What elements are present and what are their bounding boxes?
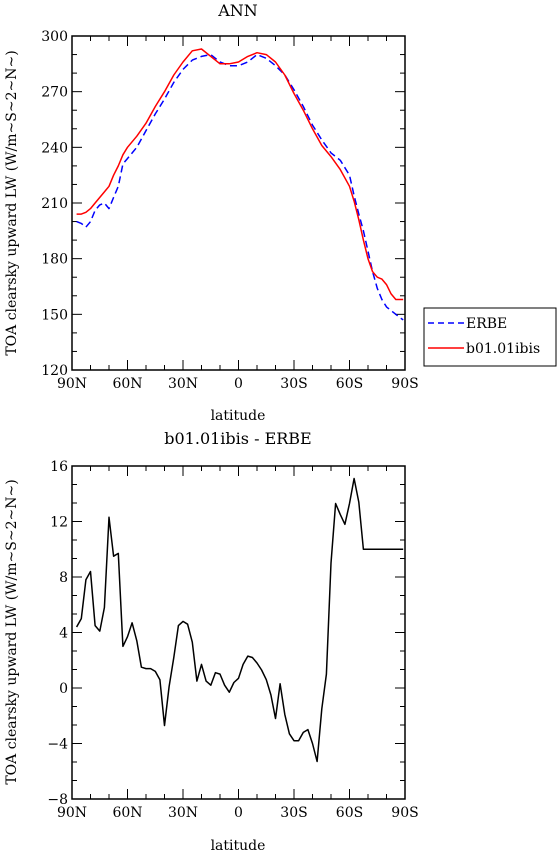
bottom-y-tick-label: −4 <box>47 737 68 753</box>
bottom-tick-layer: 90N 60N 30N 0 30S 60S 90S −8 −4 0 4 8 12 16 <box>47 459 418 821</box>
top-plot-frame <box>71 35 406 371</box>
top-y-tick-label: 180 <box>41 252 68 268</box>
legend-erbe-label: ERBE <box>466 316 507 332</box>
top-y-tick-label: 270 <box>41 85 68 101</box>
bottom-x-tick-label: 30N <box>168 805 198 821</box>
bottom-x-axis-label: latitude <box>211 838 266 852</box>
bottom-y-tick-label: 8 <box>59 570 68 586</box>
top-x-tick-label: 60N <box>112 376 142 392</box>
top-series-layer <box>76 48 404 321</box>
bottom-x-tick-label: 60S <box>336 805 363 821</box>
bottom-series-layer <box>75 477 404 763</box>
top-x-tick-label: 90N <box>57 376 87 392</box>
bottom-series-line-0 <box>75 477 404 763</box>
top-y-tick-label: 120 <box>41 363 68 379</box>
top-x-tick-label: 60S <box>336 376 363 392</box>
legend-box <box>423 307 557 367</box>
bottom-x-tick-label: 90N <box>57 805 87 821</box>
bottom-x-tick-label: 0 <box>234 805 243 821</box>
top-series-line-erbe <box>76 53 404 321</box>
top-y-axis-label: TOA clearsky upward LW (W/m~S~2~N~) <box>4 50 20 355</box>
top-x-tick-label: 0 <box>234 376 243 392</box>
top-x-tick-label: 30N <box>168 376 198 392</box>
top-x-axis-label: latitude <box>211 408 266 424</box>
top-y-tick-label: 150 <box>41 307 68 323</box>
bottom-panel: b01.01ibis - ERBE 90N 60N 30N 0 30S 60S 90S −8 −… <box>4 429 419 852</box>
bottom-chart-title: b01.01ibis - ERBE <box>164 429 311 448</box>
bottom-y-axis-label: TOA clearsky upward LW (W/m~S~2~N~) <box>4 479 20 784</box>
bottom-y-tick-label: −8 <box>47 792 68 808</box>
bottom-y-tick-label: 4 <box>59 626 68 642</box>
legend-model-label: b01.01ibis <box>466 341 540 357</box>
top-y-tick-label: 210 <box>41 196 68 212</box>
top-panel: ANN 90N 60N 30N 0 30S 60S 90S 120 150 180 210 240 27… <box>4 1 419 424</box>
bottom-plot-frame <box>71 465 406 800</box>
bottom-x-tick-label: 60N <box>112 805 142 821</box>
bottom-y-tick-label: 0 <box>59 681 68 697</box>
top-series-line-b01-01ibis <box>76 48 404 301</box>
top-tick-layer: 90N 60N 30N 0 30S 60S 90S 120 150 180 210 240 270 300 <box>41 29 418 392</box>
bottom-x-tick-label: 30S <box>280 805 307 821</box>
top-x-tick-label: 90S <box>391 376 418 392</box>
bottom-y-tick-label: 16 <box>50 459 68 475</box>
top-y-tick-label: 300 <box>41 29 68 45</box>
top-x-tick-label: 30S <box>280 376 307 392</box>
bottom-y-tick-label: 12 <box>50 515 68 531</box>
top-y-tick-label: 240 <box>41 140 68 156</box>
top-chart-title: ANN <box>217 1 258 20</box>
legend: ERBE b01.01ibis <box>423 307 557 367</box>
bottom-x-tick-label: 90S <box>391 805 418 821</box>
